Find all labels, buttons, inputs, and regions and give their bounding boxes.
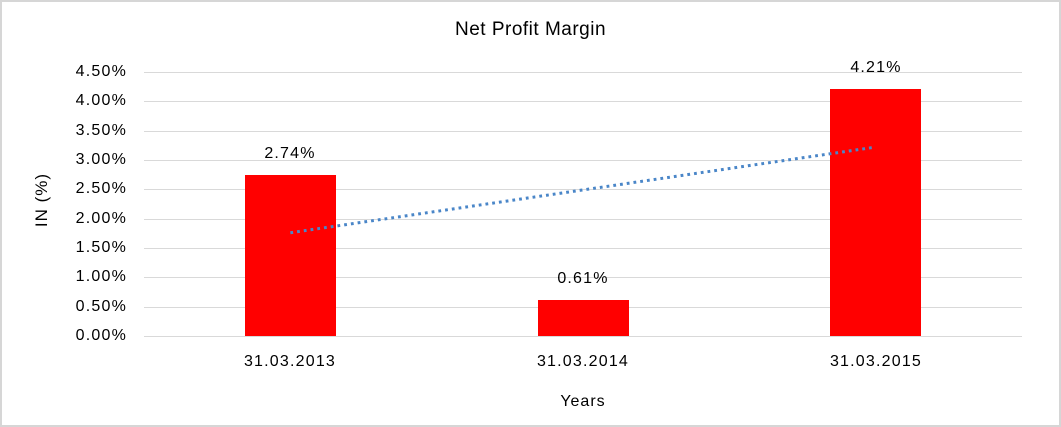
y-tick-label: 3.00%	[75, 151, 127, 168]
y-tick-label: 0.50%	[75, 298, 127, 315]
y-tick-label: 3.50%	[75, 122, 127, 139]
gridline	[144, 277, 1022, 278]
x-category-label: 31.03.2015	[829, 353, 923, 370]
bar-value-label: 4.21%	[850, 59, 902, 76]
bar	[830, 89, 921, 336]
gridline	[144, 131, 1022, 132]
x-category-label: 31.03.2014	[536, 353, 630, 370]
x-category-label: 31.03.2013	[243, 353, 337, 370]
y-tick-label: 2.50%	[75, 180, 127, 197]
y-tick-label: 1.00%	[75, 268, 127, 285]
y-tick-label: 4.00%	[75, 92, 127, 109]
y-tick-label: 4.50%	[75, 63, 127, 80]
bar	[245, 175, 336, 336]
chart-title: Net Profit Margin	[454, 19, 607, 40]
bar	[538, 300, 629, 336]
bar-value-label: 0.61%	[557, 270, 609, 287]
gridline	[144, 72, 1022, 73]
bar-value-label: 2.74%	[264, 145, 316, 162]
gridline	[144, 101, 1022, 102]
x-axis-title: Years	[560, 393, 606, 410]
y-tick-label: 2.00%	[75, 210, 127, 227]
gridline	[144, 336, 1022, 337]
y-tick-label: 1.50%	[75, 239, 127, 256]
gridline	[144, 248, 1022, 249]
y-tick-label: 0.00%	[75, 327, 127, 344]
